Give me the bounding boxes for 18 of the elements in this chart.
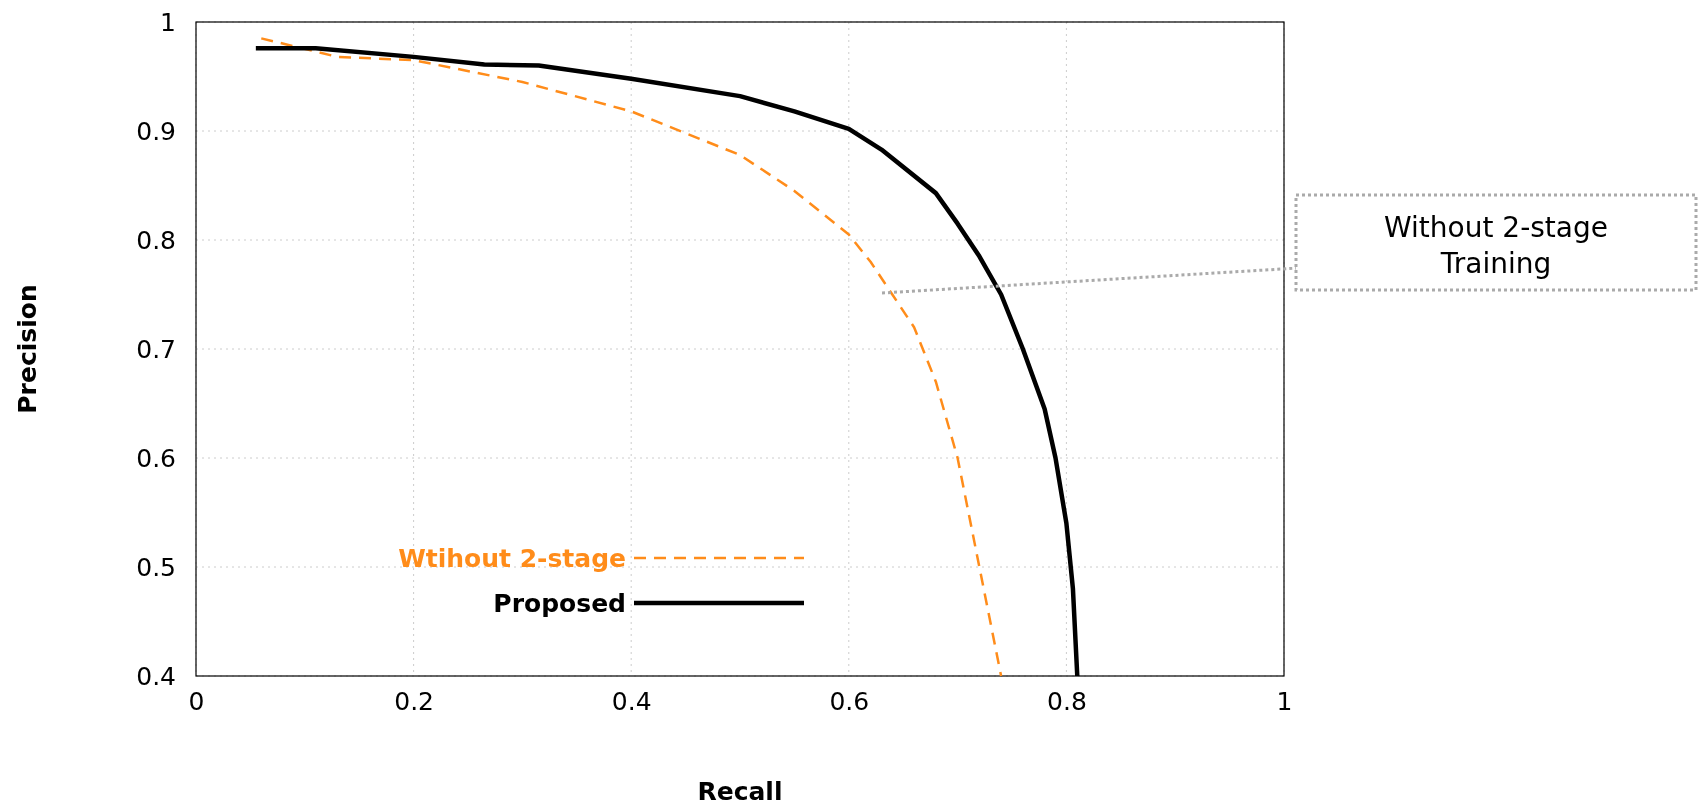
y-tick-label: 0.6 bbox=[136, 443, 176, 473]
text: Proposed bbox=[493, 589, 626, 618]
x-tick-label: 0 bbox=[188, 686, 205, 716]
y-tick-label: 1 bbox=[160, 7, 176, 37]
x-tick-label: 0.2 bbox=[394, 686, 434, 716]
text: Wtihout 2-stage bbox=[398, 544, 626, 573]
y-tick-label: 0.4 bbox=[136, 661, 176, 691]
text: Without 2-stage Training bbox=[1384, 211, 1608, 280]
x-tick-label: 0.4 bbox=[611, 686, 652, 716]
x-tick-label: 0.6 bbox=[829, 686, 870, 716]
y-axis-title: Precision bbox=[13, 284, 42, 414]
y-tick-label: 0.7 bbox=[136, 334, 176, 364]
y-tick-label: 0.5 bbox=[136, 552, 176, 582]
y-tick-label: 0.8 bbox=[136, 225, 176, 255]
x-axis-title: Recall bbox=[697, 777, 783, 806]
x-tick-label: 0.8 bbox=[1047, 686, 1087, 716]
y-tick-label: 0.9 bbox=[136, 116, 176, 146]
x-tick-label: 1 bbox=[1276, 686, 1293, 716]
